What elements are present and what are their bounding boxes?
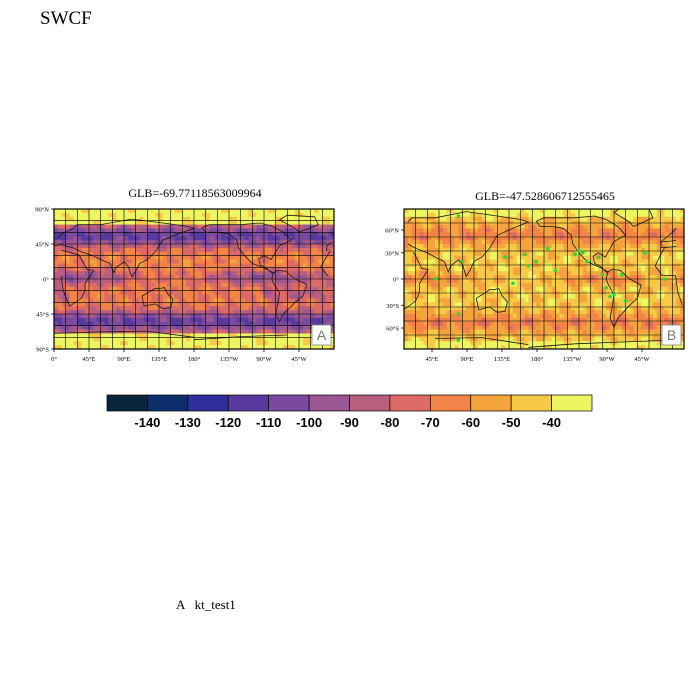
panel-tag-box — [661, 324, 682, 346]
station-marker — [553, 268, 558, 273]
lon-tick-label: 135°W — [563, 356, 582, 363]
lon-tick-label: 45°E — [425, 356, 438, 363]
panel-tag: B — [667, 327, 676, 343]
lon-tick-label: 0° — [51, 356, 57, 363]
colorbar-bin — [308, 394, 350, 412]
lat-tick-label: 30°S — [386, 303, 399, 310]
station-marker — [604, 285, 609, 290]
colorbar-tick-label: -80 — [381, 415, 400, 430]
lon-tick-label: 180° — [188, 356, 201, 363]
lon-tick-label: 45°W — [634, 356, 650, 363]
lon-tick-label: 135°E — [151, 356, 167, 363]
colorbar-tick-label: -70 — [421, 415, 440, 430]
station-marker — [503, 255, 507, 259]
colorbar-tick-label: -140 — [134, 415, 160, 430]
station-marker — [619, 272, 624, 277]
colorbar-bin — [187, 394, 229, 412]
lat-tick-label: 45°S — [36, 312, 49, 319]
colorbar-bin — [147, 394, 189, 412]
map-field — [54, 209, 334, 349]
station-marker — [608, 294, 612, 299]
lat-tick-label: 90°S — [36, 347, 49, 354]
lon-tick-label: 180° — [531, 356, 544, 363]
colorbar-bin — [429, 394, 472, 412]
lon-tick-label: 90°W — [256, 356, 272, 363]
lat-tick-label: 0° — [43, 277, 49, 284]
page-title: SWCF — [40, 8, 92, 29]
colorbar-tick-label: -100 — [296, 415, 322, 430]
station-marker — [456, 338, 461, 343]
station-marker — [456, 312, 461, 316]
colorbar-bin — [227, 394, 270, 412]
lat-tick-label: 60°N — [385, 228, 399, 235]
station-marker — [612, 292, 616, 297]
map-panel-b: 60°N 30°N 0° 30°S 60°S 45°E 90°E 135°E 180° 135°W… — [385, 208, 685, 363]
lon-tick-label: 90°E — [460, 356, 473, 363]
station-marker — [456, 214, 461, 218]
panel-tag-box — [311, 324, 332, 346]
colorbar-bin — [551, 394, 593, 412]
colorbar-tick-label: -110 — [256, 415, 281, 430]
caption-text: kt_test1 — [194, 597, 236, 612]
station-marker — [522, 252, 527, 257]
station-marker — [534, 259, 539, 264]
station-marker — [460, 259, 465, 264]
caption: A kt_test1 — [176, 597, 242, 613]
colorbar-bin — [510, 394, 552, 412]
station-marker — [511, 281, 515, 286]
station-marker — [577, 249, 581, 253]
graticule — [54, 209, 334, 349]
station-marker — [581, 250, 585, 255]
station-marker — [596, 255, 601, 259]
panel-b-title: GLB=-47.528606712555465 — [475, 189, 615, 203]
lat-tick-label: 45°N — [35, 242, 49, 249]
lon-tick-label: 135°E — [494, 356, 510, 363]
lat-tick-label: 30°N — [385, 250, 399, 257]
station-marker — [623, 299, 628, 303]
lon-tick-label: 45°E — [82, 356, 95, 363]
colorbar-bin — [349, 394, 391, 412]
colorbar-tick-label: -60 — [461, 415, 480, 430]
lon-tick-label: 135°W — [220, 356, 239, 363]
colorbar-bin — [389, 394, 431, 412]
colorbar-tick-label: -50 — [502, 415, 521, 430]
colorbar-tick-label: -40 — [542, 415, 561, 430]
map-panel-a: 90°N45°N0°45°S90°S0° 45°E 90°E 135°E 180° 135… — [35, 207, 335, 363]
caption-letter: A — [176, 597, 186, 612]
colorbar-tick-label: -90 — [340, 415, 359, 430]
panel-tag: A — [317, 327, 327, 343]
station-marker — [643, 250, 647, 255]
colorbar-bin — [268, 394, 310, 412]
station-marker — [600, 272, 605, 277]
station-marker — [573, 252, 577, 257]
lon-tick-label: 90°E — [117, 356, 130, 363]
map-field — [404, 209, 684, 349]
station-marker — [526, 264, 531, 268]
station-marker — [662, 277, 667, 281]
station-marker — [433, 277, 437, 281]
station-marker — [546, 246, 550, 251]
lat-tick-label: 60°S — [386, 326, 399, 333]
colorbar-tick-label: -120 — [215, 415, 241, 430]
colorbar-bin — [470, 394, 512, 412]
panel-a-title: GLB=-69.77118563009964 — [128, 186, 262, 200]
lat-tick-label: 0° — [393, 277, 399, 284]
lon-tick-label: 45°W — [291, 356, 307, 363]
colorbar-bin — [106, 394, 148, 412]
lon-tick-label: 90°W — [599, 356, 615, 363]
graticule — [404, 209, 684, 349]
lat-tick-label: 90°N — [35, 207, 49, 214]
colorbar-tick-label: -130 — [175, 415, 201, 430]
station-marker — [584, 259, 589, 264]
